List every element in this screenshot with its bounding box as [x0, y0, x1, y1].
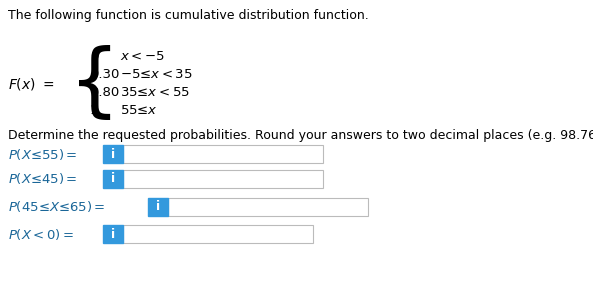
Text: $−5 ≤ x < 35$: $−5 ≤ x < 35$: [120, 69, 193, 81]
Text: 0.30: 0.30: [90, 69, 119, 81]
FancyBboxPatch shape: [123, 225, 313, 243]
FancyBboxPatch shape: [103, 170, 123, 188]
Text: Determine the requested probabilities. Round your answers to two decimal places : Determine the requested probabilities. R…: [8, 129, 593, 142]
Text: $x <  − 5$: $x < − 5$: [120, 50, 165, 64]
FancyBboxPatch shape: [123, 145, 323, 163]
Text: 0: 0: [90, 50, 98, 64]
FancyBboxPatch shape: [103, 145, 123, 163]
FancyBboxPatch shape: [148, 198, 168, 216]
FancyBboxPatch shape: [123, 170, 323, 188]
Text: i: i: [111, 173, 115, 186]
Text: $P(X ≤ 45) = $: $P(X ≤ 45) = $: [8, 171, 78, 187]
FancyBboxPatch shape: [103, 225, 123, 243]
Text: 1: 1: [90, 105, 98, 118]
Text: i: i: [111, 148, 115, 160]
Text: The following function is cumulative distribution function.: The following function is cumulative dis…: [8, 9, 369, 22]
Text: $55 ≤ x$: $55 ≤ x$: [120, 105, 158, 118]
Text: $\{$: $\{$: [68, 45, 111, 124]
Text: $F(x)\ =$: $F(x)\ =$: [8, 76, 55, 92]
Text: $P(X < 0) = $: $P(X < 0) = $: [8, 227, 74, 241]
Text: $P(X ≤ 55) = $: $P(X ≤ 55) = $: [8, 146, 78, 162]
Text: i: i: [111, 228, 115, 241]
FancyBboxPatch shape: [168, 198, 368, 216]
Text: $35 ≤ x < 55$: $35 ≤ x < 55$: [120, 86, 190, 99]
Text: 0.80: 0.80: [90, 86, 119, 99]
Text: $P(45 ≤ X ≤ 65) = $: $P(45 ≤ X ≤ 65) = $: [8, 200, 106, 214]
Text: i: i: [156, 200, 160, 214]
